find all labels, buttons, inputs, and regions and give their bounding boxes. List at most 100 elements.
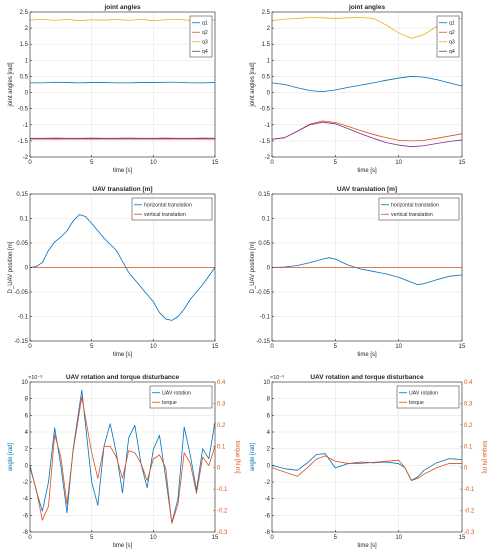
y-tick-label: 0 — [267, 463, 271, 469]
y2-tick-label: 0.4 — [464, 380, 473, 386]
y-axis-label: D_UAV position [m] — [8, 241, 14, 293]
y-tick-label: -2 — [265, 480, 271, 486]
exponent-label: ×10⁻³ — [28, 375, 42, 381]
y2-tick-label: 0.2 — [464, 423, 473, 429]
legend-box — [378, 197, 460, 221]
y-tick-label: 2.5 — [262, 10, 271, 16]
y-tick-label: 0.5 — [20, 74, 29, 80]
y-tick-label: -4 — [23, 497, 29, 503]
y-tick-label: -6 — [265, 513, 271, 519]
y-tick-label: -6 — [23, 513, 29, 519]
legend: q1 q2 q3 q4 — [189, 15, 213, 58]
y2-tick-label: 0.3 — [464, 401, 473, 407]
y-axis-label: joint angles [rad] — [250, 62, 256, 107]
x-tick-label: 0 — [270, 535, 274, 541]
y-tick-label: -0.1 — [18, 315, 29, 321]
y2-tick-label: 0.4 — [217, 380, 226, 386]
chart-2: 0 5 10 15 -2 -1.5 -1 -0.5 0 0.5 1 1.5 2 2.5 joint angl… — [250, 4, 466, 174]
legend: UAV rotation torque — [149, 385, 213, 409]
x-tick-label: 10 — [150, 535, 157, 541]
y-tick-label: -1.5 — [260, 139, 271, 145]
y-tick-label: 0.1 — [20, 217, 29, 223]
y2-tick-label: 0.1 — [464, 444, 473, 450]
x-axis-label: time [s] — [113, 543, 133, 549]
y2-tick-label: -0.1 — [217, 487, 228, 493]
y-tick-label: -0.15 — [14, 339, 28, 345]
x-tick-label: 5 — [90, 535, 94, 541]
legend-entry-1: horizontal translation — [391, 203, 439, 209]
y-tick-label: 0.5 — [262, 74, 271, 80]
axes-box — [271, 11, 463, 158]
legend-box — [149, 385, 213, 409]
y-tick-label: -1 — [265, 123, 271, 129]
exponent-label: ×10⁻³ — [270, 375, 284, 381]
series-line-1 — [271, 453, 463, 481]
legend-entry-1: q1 — [202, 21, 208, 27]
legend-entry-4: q4 — [202, 49, 208, 55]
series-line-1 — [29, 214, 216, 321]
x-axis-label: time [s] — [357, 352, 377, 358]
x-tick-label: 5 — [334, 160, 338, 166]
legend-entry-1: UAV rotation — [409, 391, 438, 397]
y2-tick-label: -0.3 — [217, 530, 228, 536]
axes-box — [271, 381, 463, 533]
x-tick-label: 15 — [459, 160, 466, 166]
y2-tick-label: 0.1 — [217, 444, 226, 450]
legend-box — [131, 197, 213, 221]
y-tick-label: 0 — [25, 266, 29, 272]
x-tick-label: 5 — [90, 160, 94, 166]
y-tick-label: 0.15 — [258, 192, 270, 198]
y2-tick-label: 0 — [217, 466, 221, 472]
y-tick-label: -2 — [23, 155, 29, 161]
y2-axis-label: torque [N m] — [481, 440, 487, 473]
legend: horizontal translation vertical translati… — [378, 197, 460, 221]
plot-background — [30, 12, 215, 157]
y-tick-label: 2 — [267, 447, 271, 453]
series-line-2 — [271, 455, 462, 481]
y2-tick-label: -0.3 — [464, 530, 475, 536]
chart-title: joint angles — [348, 4, 386, 11]
chart-6: 0 5 10 15 -8 -6 -4 -2 0 2 4 6 8 10 -0.3 -0.2 -0.1 0 0.1 0.2… — [250, 374, 487, 549]
chart-5: 0 5 10 15 -8 -6 -4 -2 0 2 4 6 8 10 -0.3 -0.2 -0.1 0 0.1 0.2… — [8, 374, 240, 549]
y-tick-label: 1 — [267, 58, 271, 64]
legend-box — [396, 385, 460, 409]
legend-entry-1: UAV rotation — [162, 391, 191, 397]
x-tick-label: 10 — [150, 160, 157, 166]
y-tick-label: 0 — [267, 91, 271, 97]
series-line-2 — [29, 396, 216, 524]
legend-entry-1: q1 — [449, 21, 455, 27]
chart-title: UAV translation [m] — [92, 186, 152, 193]
legend-entry-3: q3 — [202, 40, 208, 46]
x-tick-label: 0 — [28, 535, 32, 541]
y-tick-label: 2 — [25, 447, 29, 453]
legend-entry-2: torque — [409, 400, 424, 406]
series-line-1 — [30, 81, 216, 84]
chart-3: 0 5 10 15 -0.15 -0.1 -0.05 0 0.05 0.1 0.15 UAV tran… — [8, 186, 219, 358]
y-tick-label: 1.5 — [20, 42, 29, 48]
legend-entry-2: vertical translation — [391, 212, 433, 218]
y-tick-label: -0.1 — [260, 315, 271, 321]
y-tick-label: 1 — [25, 58, 29, 64]
y-tick-label: -4 — [265, 497, 271, 503]
y-axis-label: angle [rad] — [250, 442, 256, 471]
chart-title: UAV translation [m] — [337, 186, 397, 193]
x-tick-label: 5 — [334, 535, 338, 541]
y-tick-label: 10 — [263, 380, 270, 386]
x-tick-label: 0 — [28, 344, 32, 350]
x-tick-label: 0 — [28, 160, 32, 166]
legend-entry-3: q3 — [449, 40, 455, 46]
y2-tick-label: 0.2 — [217, 423, 226, 429]
y-tick-label: -1.5 — [18, 139, 29, 145]
y-tick-label: 8 — [267, 397, 271, 403]
chart-1: 0 5 10 15 -2 -1.5 -1 -0.5 0 0.5 1 1.5 2 2.5 joint angl… — [8, 4, 219, 174]
x-tick-label: 10 — [395, 344, 402, 350]
x-tick-label: 10 — [150, 344, 157, 350]
x-tick-label: 15 — [212, 344, 219, 350]
x-tick-label: 15 — [212, 535, 219, 541]
y-tick-label: -0.5 — [260, 107, 271, 113]
legend-entry-2: q2 — [449, 30, 455, 36]
y-tick-label: 0.05 — [258, 241, 270, 247]
series-line-1 — [271, 257, 463, 286]
y-tick-label: 0 — [25, 91, 29, 97]
legend-box — [189, 15, 213, 58]
